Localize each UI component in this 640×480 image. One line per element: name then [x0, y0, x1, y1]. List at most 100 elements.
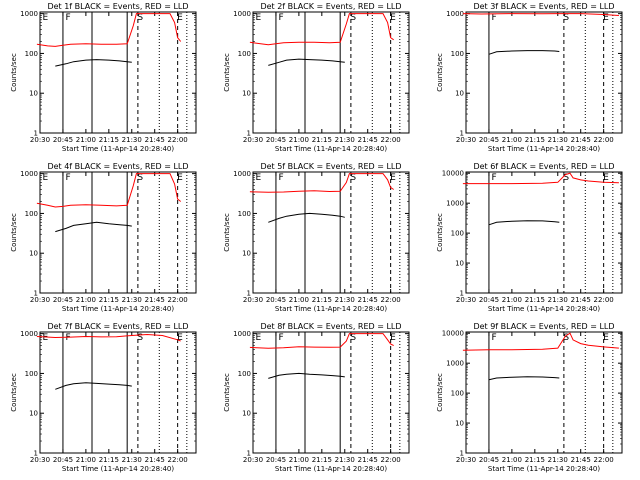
y-tick-label: 1 — [34, 130, 38, 138]
x-tick-label: 21:15 — [312, 136, 332, 144]
event-marker-label: S — [563, 173, 569, 183]
lld-series-line — [249, 13, 394, 46]
event-marker-label: F — [65, 13, 70, 23]
x-tick-label: 21:30 — [335, 456, 355, 464]
x-tick-label: 20:45 — [53, 136, 73, 144]
chart-title: Det 6f BLACK = Events, RED = LLD — [473, 162, 614, 171]
x-axis-label: Start Time (11-Apr-14 20:28:40) — [275, 465, 387, 473]
x-tick-label: 21:45 — [145, 136, 165, 144]
lld-series-line — [36, 13, 182, 47]
chart-panel-2: Det 2f BLACK = Events, RED = LLD 1 10 100 10… — [223, 2, 410, 153]
event-marker-label: E — [177, 333, 183, 343]
chart-panel-3: Det 3f BLACK = Events, RED = LLD 1 10 100 10… — [436, 2, 623, 153]
y-tick-label: 1 — [247, 130, 251, 138]
x-tick-label: 20:30 — [456, 136, 476, 144]
x-tick-label: 20:30 — [30, 456, 50, 464]
x-tick-label: 20:30 — [456, 456, 476, 464]
y-tick-label: 1 — [34, 450, 38, 458]
event-marker-label: F — [491, 173, 496, 183]
event-marker-label: E — [603, 13, 609, 23]
plot-frame — [465, 331, 623, 454]
lld-series-line — [249, 333, 394, 349]
x-tick-label: 21:00 — [502, 296, 522, 304]
y-tick-label: 1 — [460, 290, 464, 298]
event-marker-label: F — [491, 13, 496, 23]
y-tick-label: 1 — [34, 290, 38, 298]
y-tick-label: 1000 — [446, 10, 464, 18]
events-series-line — [55, 59, 132, 67]
x-tick-label: 21:15 — [525, 296, 545, 304]
x-tick-label: 21:30 — [122, 296, 142, 304]
x-tick-label: 20:45 — [479, 456, 499, 464]
x-tick-label: 22:00 — [381, 456, 401, 464]
events-series-line — [268, 58, 345, 66]
plot-frame — [252, 171, 410, 294]
events-series-line — [488, 50, 560, 55]
y-tick-label: 10000 — [442, 170, 464, 178]
chart-panel-6: Det 6f BLACK = Events, RED = LLD 1 10 100 10… — [436, 162, 623, 313]
event-marker-label: S — [137, 13, 143, 23]
y-tick-label: 10000 — [442, 330, 464, 338]
lld-series-line — [36, 173, 182, 208]
y-tick-label: 10 — [242, 250, 251, 258]
y-tick-label: 100 — [238, 50, 251, 58]
plot-frame — [465, 11, 623, 134]
event-marker-label: E — [43, 173, 49, 183]
y-tick-label: 1 — [247, 450, 251, 458]
x-axis-label: Start Time (11-Apr-14 20:28:40) — [488, 145, 600, 153]
x-axis-label: Start Time (11-Apr-14 20:28:40) — [62, 465, 174, 473]
x-tick-label: 21:45 — [358, 136, 378, 144]
x-tick-label: 20:45 — [266, 296, 286, 304]
y-tick-label: 1000 — [233, 10, 251, 18]
chart-panel-4: Det 4f BLACK = Events, RED = LLD 1 10 100 10… — [10, 162, 197, 313]
events-series-line — [488, 220, 560, 226]
event-marker-label: S — [137, 173, 143, 183]
event-marker-label: E — [177, 173, 183, 183]
x-tick-label: 20:30 — [243, 136, 263, 144]
x-tick-label: 21:15 — [312, 456, 332, 464]
x-tick-label: 20:30 — [30, 136, 50, 144]
y-axis-label: Counts/sec — [436, 53, 444, 92]
x-tick-label: 22:00 — [594, 456, 614, 464]
chart-title: Det 7f BLACK = Events, RED = LLD — [47, 322, 188, 331]
y-tick-label: 100 — [451, 390, 464, 398]
y-axis-label: Counts/sec — [10, 53, 18, 92]
y-axis-label: Counts/sec — [436, 213, 444, 252]
x-tick-label: 21:30 — [548, 456, 568, 464]
x-tick-label: 22:00 — [168, 296, 188, 304]
event-marker-label: S — [563, 13, 569, 23]
lld-series-line — [462, 13, 619, 16]
event-marker-label: F — [65, 173, 70, 183]
x-tick-label: 21:00 — [289, 456, 309, 464]
y-axis-label: Counts/sec — [223, 213, 231, 252]
event-marker-label: E — [43, 333, 49, 343]
lld-series-line — [249, 173, 394, 193]
y-tick-label: 100 — [25, 210, 38, 218]
x-tick-label: 22:00 — [381, 136, 401, 144]
x-tick-label: 21:15 — [99, 456, 119, 464]
chart-title: Det 1f BLACK = Events, RED = LLD — [47, 2, 188, 11]
event-marker-label: E — [177, 13, 183, 23]
x-tick-label: 21:15 — [525, 136, 545, 144]
lld-series-line — [462, 332, 619, 351]
event-marker-label: S — [563, 333, 569, 343]
event-marker-label: F — [278, 333, 283, 343]
event-marker-label: F — [278, 173, 283, 183]
y-tick-label: 10 — [242, 410, 251, 418]
x-axis-label: Start Time (11-Apr-14 20:28:40) — [275, 305, 387, 313]
y-axis-label: Counts/sec — [10, 213, 18, 252]
y-tick-label: 100 — [238, 210, 251, 218]
chart-panel-1: Det 1f BLACK = Events, RED = LLD 1 10 100 10… — [10, 2, 197, 153]
event-marker-label: E — [390, 13, 396, 23]
chart-title: Det 3f BLACK = Events, RED = LLD — [473, 2, 614, 11]
chart-title: Det 5f BLACK = Events, RED = LLD — [260, 162, 401, 171]
event-marker-label: E — [256, 333, 262, 343]
x-axis-label: Start Time (11-Apr-14 20:28:40) — [62, 305, 174, 313]
event-marker-label: E — [603, 333, 609, 343]
y-axis-label: Counts/sec — [223, 373, 231, 412]
x-axis-label: Start Time (11-Apr-14 20:28:40) — [275, 145, 387, 153]
lld-series-line — [462, 172, 619, 185]
y-tick-label: 100 — [451, 230, 464, 238]
event-marker-label: E — [256, 173, 262, 183]
x-tick-label: 21:00 — [502, 456, 522, 464]
